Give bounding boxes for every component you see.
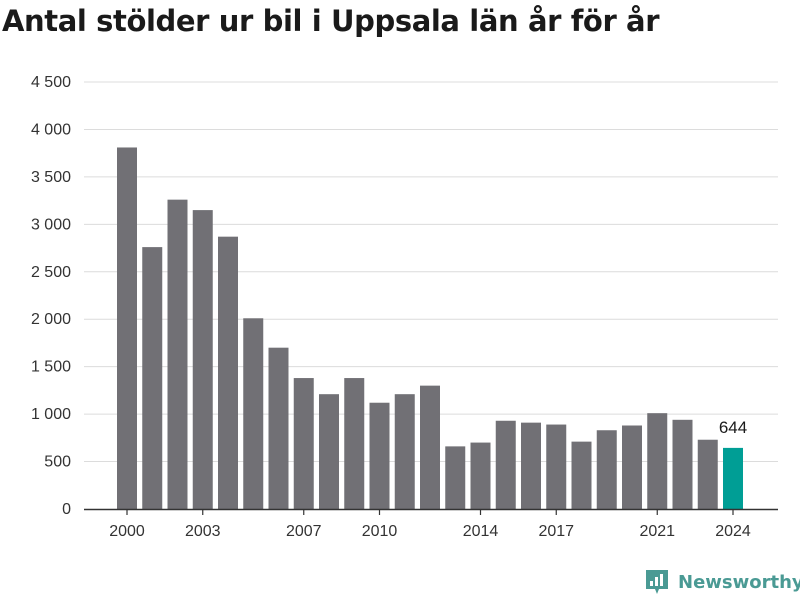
- bar-2022: [672, 419, 693, 509]
- bars: [117, 147, 743, 509]
- y-tick-label: 1 500: [31, 359, 71, 376]
- x-tick-label: 2014: [463, 523, 499, 540]
- bar-2015: [495, 420, 516, 509]
- y-tick-label: 4 000: [31, 121, 71, 138]
- x-axis-ticks: 2000 2003 2007 2010 2014 2017 2021 2024: [109, 509, 751, 540]
- bar-2010: [369, 402, 390, 509]
- bar-2003: [192, 210, 213, 509]
- bar-2006: [268, 347, 289, 509]
- bar-2016: [521, 422, 541, 509]
- bar-2014: [470, 442, 491, 509]
- bar-2024: [723, 447, 743, 509]
- y-tick-label: 4 500: [31, 74, 71, 91]
- bar-2001: [142, 247, 163, 509]
- y-tick-label: 2 500: [31, 264, 71, 281]
- bar-2018: [571, 441, 592, 509]
- newsworthy-logo-icon: [646, 570, 668, 594]
- bar-2000: [117, 147, 137, 509]
- bar-2007: [293, 378, 314, 509]
- x-tick-label: 2010: [362, 523, 398, 540]
- newsworthy-brand: Newsworthy: [644, 568, 800, 596]
- x-tick-label: 2017: [538, 523, 574, 540]
- x-tick-label: 2021: [639, 523, 675, 540]
- y-tick-label: 500: [44, 454, 71, 471]
- bar-value-label: 644: [719, 418, 747, 437]
- bar-2002: [167, 199, 188, 509]
- bar-2012: [420, 385, 440, 509]
- bar-2008: [319, 394, 339, 509]
- brand-name: Newsworthy: [678, 571, 800, 593]
- bar-2004: [218, 236, 238, 509]
- bar-2009: [344, 378, 365, 509]
- x-tick-label: 2024: [715, 523, 751, 540]
- x-tick-label: 2000: [109, 523, 145, 540]
- x-tick-label: 2007: [286, 523, 322, 540]
- y-tick-label: 0: [62, 501, 71, 518]
- bar-2019: [596, 430, 617, 509]
- y-tick-label: 3 500: [31, 169, 71, 186]
- bar-chart: 0 500 1 000 1 500 2 000 2 500 3 000 3 500 4 000 4…: [31, 74, 778, 540]
- chart-title: Antal stölder ur bil i Uppsala län år fö…: [2, 4, 660, 38]
- bar-2005: [243, 318, 264, 509]
- bar-2011: [394, 394, 415, 509]
- y-axis-tick-labels: 0 500 1 000 1 500 2 000 2 500 3 000 3 500 4 000 4…: [31, 74, 71, 518]
- y-tick-label: 1 000: [31, 406, 71, 423]
- x-tick-label: 2003: [185, 523, 221, 540]
- bar-2020: [622, 425, 642, 509]
- bar-2017: [546, 424, 567, 509]
- y-tick-label: 2 000: [31, 311, 71, 328]
- y-tick-label: 3 000: [31, 216, 71, 233]
- bar-2013: [445, 446, 466, 509]
- bar-2021: [647, 413, 668, 509]
- bar-2023: [697, 439, 718, 509]
